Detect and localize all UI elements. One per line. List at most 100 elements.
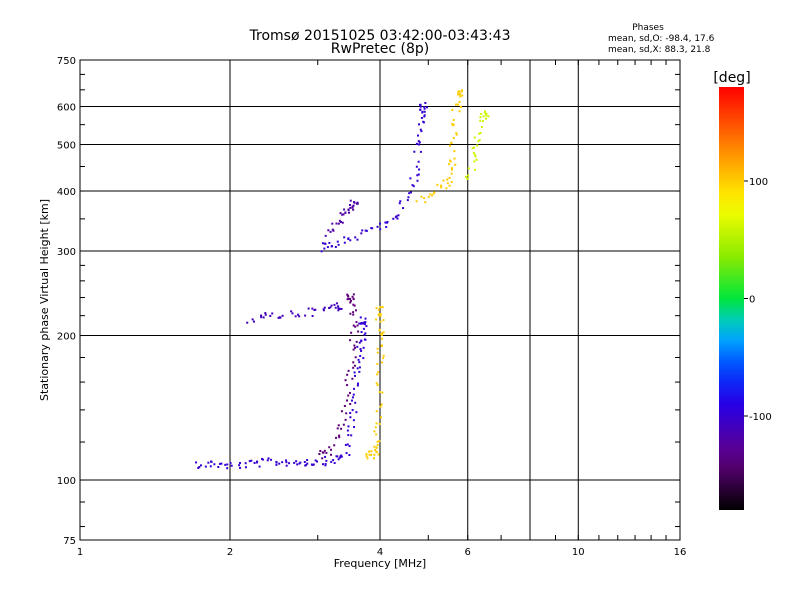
data-point [281,314,284,317]
data-point [230,464,233,467]
data-point [346,373,349,376]
data-point [339,212,342,215]
data-point [311,307,314,310]
data-point [264,312,267,315]
data-point [329,448,332,451]
x-tick-label: 4 [377,547,383,558]
data-point [336,455,339,458]
data-point [432,192,435,195]
data-point [378,423,381,426]
colorbar [719,87,744,510]
data-point [199,464,202,467]
data-point [281,461,284,464]
data-point [358,370,361,373]
data-point [312,463,315,466]
data-point [417,160,420,163]
data-point [284,459,287,462]
data-point [423,106,426,109]
data-point [375,307,378,310]
data-point [379,228,382,231]
data-point [325,451,328,454]
data-point [478,139,481,142]
data-point [392,217,395,220]
data-point [351,396,354,399]
data-point [346,294,349,297]
data-point [359,355,362,358]
data-point [338,308,341,311]
y-tick-label: 75 [63,536,76,547]
data-point [353,344,356,347]
data-point [452,119,455,122]
data-point [328,307,331,310]
data-point [370,450,373,453]
data-point [296,463,299,466]
data-point [306,462,309,465]
data-point [295,460,298,463]
y-tick-label: 200 [57,332,76,343]
data-point [373,430,376,433]
data-point [380,333,383,336]
x-tick-label: 2 [227,547,233,558]
data-point [379,333,382,336]
data-point [445,187,448,190]
data-point [333,444,336,447]
data-point [304,314,307,317]
data-point [354,325,357,328]
colorbar-label: [deg] [713,70,750,86]
data-point [375,433,378,436]
data-point [373,457,376,460]
data-point [376,373,379,376]
data-point [349,339,352,342]
data-point [379,405,382,408]
data-point [409,191,412,194]
data-point [375,451,378,454]
data-point [303,461,306,464]
data-point [330,460,333,463]
data-point [352,313,355,316]
data-point [485,114,488,117]
data-point [350,331,353,334]
data-point [376,440,379,443]
data-point [340,307,343,310]
data-point [352,293,355,296]
data-point [417,140,420,143]
data-point [229,462,232,465]
data-point [473,146,476,149]
data-point [330,453,333,456]
data-point [347,237,350,240]
data-point [484,113,487,116]
data-point [198,466,201,469]
data-point [347,434,350,437]
data-point [376,384,379,387]
data-point [353,201,356,204]
data-point [275,461,278,464]
data-point [458,92,461,95]
data-point [459,95,462,98]
data-point [217,465,220,468]
data-point [351,206,354,209]
data-point [353,371,356,374]
data-point [251,318,254,321]
data-point [322,308,325,311]
data-point [246,321,249,324]
data-point [361,229,364,232]
data-point [375,410,378,413]
data-point [349,199,352,202]
data-point [314,459,317,462]
data-point [415,200,418,203]
data-point [450,181,453,184]
data-point [360,331,363,334]
data-point [386,221,389,224]
data-point [423,114,426,117]
data-point [418,168,421,171]
data-point [467,174,470,177]
data-point [374,449,377,452]
data-point [378,440,381,443]
data-point [210,460,213,463]
data-point [356,345,359,348]
data-point [329,306,332,309]
data-point [381,337,384,340]
data-point [349,416,352,419]
data-point [379,313,382,316]
data-point [354,356,357,359]
